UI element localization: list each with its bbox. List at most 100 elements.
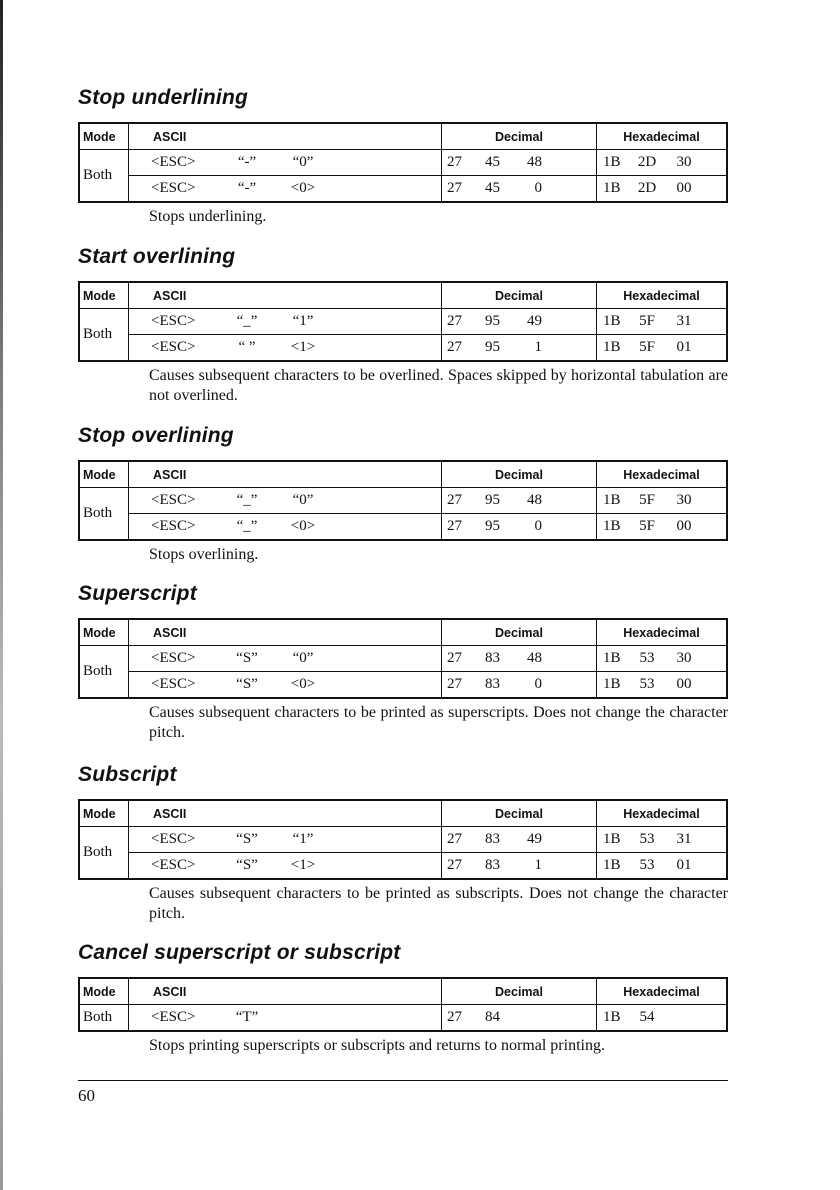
command-table: Mode ASCII Decimal Hexadecimal Both <ESC> “S” “… [78,618,728,699]
ascii-token: “S” [236,857,258,873]
hex-token: 01 [676,857,692,873]
column-header-decimal: Decimal [441,460,597,488]
hex-token: 31 [676,831,692,847]
decimal-values: 27 95 49 [442,313,596,330]
ascii-values: <ESC> “_” <0> [129,518,441,535]
column-header-mode: Mode [78,460,129,488]
ascii-cell: <ESC> “T” [128,1004,442,1032]
decimal-token: 95 [485,518,500,534]
decimal-token: 27 [447,650,462,666]
hex-token: 1B [603,313,621,329]
hex-token: 53 [639,831,655,847]
table-row: <ESC> “S” <1> 27 83 1 1B 53 01 [79,852,728,880]
command-section: Subscript Mode ASCII Decimal Hexadecimal Both… [78,761,728,924]
decimal-values: 27 45 48 [442,154,596,171]
decimal-token: 27 [447,313,462,329]
decimal-values: 27 84 [442,1009,596,1026]
decimal-token: 95 [485,492,500,508]
decimal-token: 27 [447,492,462,508]
hex-token: 30 [676,650,692,666]
hex-values: 1B 5F 00 [597,518,726,535]
header-row: Mode ASCII Decimal Hexadecimal [78,281,728,309]
ascii-cell: <ESC> “ ” <1> [128,334,442,362]
decimal-cell: 27 83 0 [441,671,597,699]
hex-token: 1B [603,518,621,534]
column-header-ascii: ASCII [128,281,442,309]
ascii-cell: <ESC> “-” “0” [128,149,442,176]
hex-values: 1B 53 30 [597,650,726,667]
decimal-token: 1 [534,857,543,873]
decimal-token: 83 [485,857,500,873]
command-table: Mode ASCII Decimal Hexadecimal Both <ESC> “-” “… [78,122,728,203]
ascii-token: “1” [292,313,314,329]
hex-token: 00 [676,180,692,196]
mode-cell: Both [78,645,129,699]
section-description: Causes subsequent characters to be print… [149,704,728,741]
decimal-token: 0 [534,180,543,196]
hex-values: 1B 53 00 [597,676,726,693]
column-header-hex: Hexadecimal [596,122,728,150]
decimal-token: 48 [527,492,542,508]
decimal-token: 83 [485,831,500,847]
hex-token: 1B [603,857,621,873]
table-row: Both <ESC> “S” “0” 27 83 48 1B 53 30 [78,645,728,699]
section-description: Causes subsequent characters to be overl… [149,367,728,404]
hex-cell: 1B 5F 30 [596,487,728,514]
hex-cell: 1B 2D 30 [596,149,728,176]
hex-token: 30 [676,492,692,508]
column-header-hex: Hexadecimal [596,281,728,309]
column-header-decimal: Decimal [441,618,597,646]
mode-cell: Both [78,826,129,880]
hex-cell: 1B 5F 01 [596,334,728,362]
ascii-token: “0” [292,492,314,508]
ascii-token [273,1009,333,1026]
hex-token: 1B [603,650,621,666]
ascii-token: “T” [235,1009,259,1025]
ascii-cell: <ESC> “_” “0” [128,487,442,514]
hex-token: 00 [676,518,692,534]
ascii-token: <ESC> [151,339,196,355]
ascii-values: <ESC> “T” [129,1009,441,1026]
ascii-token: “S” [236,650,258,666]
decimal-cell: 27 95 49 [441,308,597,335]
ascii-cell: <ESC> “S” “1” [128,826,442,853]
ascii-cell: <ESC> “S” <0> [128,671,442,699]
hex-token: 1B [603,339,621,355]
ascii-token: <1> [290,339,316,355]
command-table: Mode ASCII Decimal Hexadecimal Both <ESC> “_” “… [78,281,728,362]
ascii-token: “S” [236,676,258,692]
ascii-values: <ESC> “_” “0” [129,492,441,509]
hex-token: 30 [676,154,692,170]
hex-token: 1B [603,676,621,692]
column-header-mode: Mode [78,799,129,827]
page-number: 60 [78,1086,95,1105]
ascii-values: <ESC> “-” <0> [129,180,441,197]
column-header-hex: Hexadecimal [596,618,728,646]
decimal-values: 27 83 0 [442,676,596,693]
hex-cell: 1B 53 31 [596,826,728,853]
ascii-token: “S” [236,831,258,847]
ascii-values: <ESC> “S” “0” [129,650,441,667]
decimal-token: 0 [534,676,543,692]
hex-cell: 1B 5F 00 [596,513,728,541]
ascii-cell: <ESC> “_” <0> [128,513,442,541]
ascii-token: “0” [292,650,314,666]
hex-token: 53 [639,650,655,666]
hex-cell: 1B 5F 31 [596,308,728,335]
hex-values: 1B 53 01 [597,857,726,874]
ascii-cell: <ESC> “S” <1> [128,852,442,880]
table-row: Both <ESC> “_” “1” 27 95 49 1B 5F 31 [78,308,728,362]
column-header-decimal: Decimal [441,281,597,309]
decimal-token: 84 [485,1009,500,1025]
command-table: Mode ASCII Decimal Hexadecimal Both <ESC> “S” “… [78,799,728,880]
column-header-hex: Hexadecimal [596,460,728,488]
hex-token: 1B [603,154,621,170]
hex-values: 1B 2D 00 [597,180,726,197]
hex-values: 1B 5F 30 [597,492,726,509]
hex-values: 1B 5F 01 [597,339,726,356]
header-row: Mode ASCII Decimal Hexadecimal [78,977,728,1005]
hex-token: 53 [639,857,655,873]
column-header-ascii: ASCII [128,460,442,488]
hex-token: 1B [603,1009,621,1025]
